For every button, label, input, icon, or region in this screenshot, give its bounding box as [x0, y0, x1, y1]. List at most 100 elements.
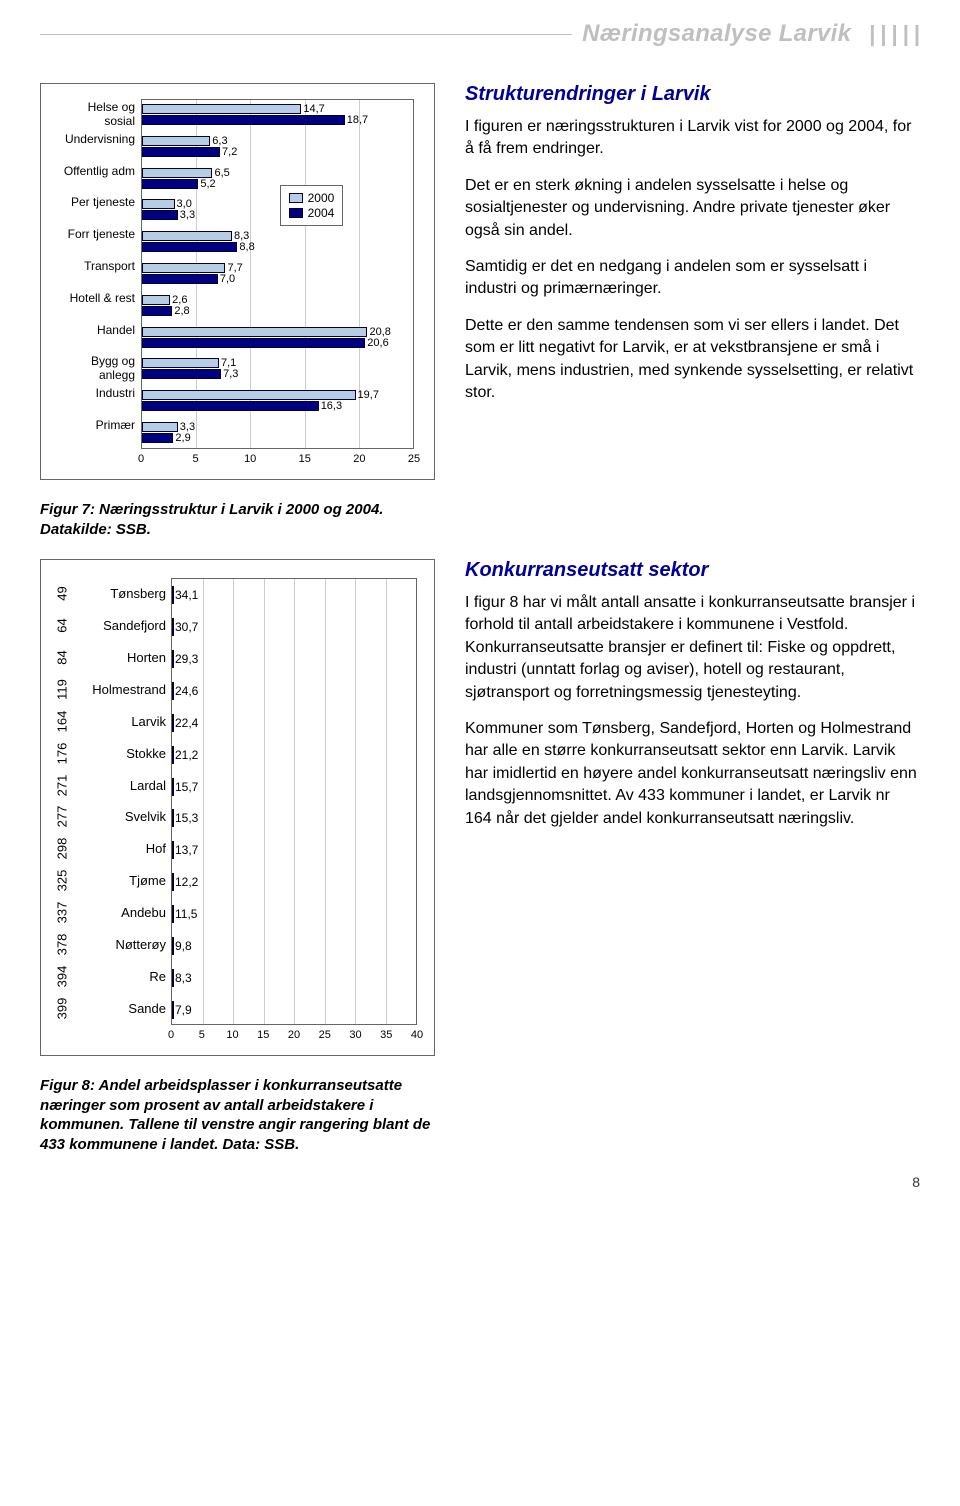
chart2-value-label: 12,2: [172, 873, 198, 891]
chart1-value-label: 3,3: [178, 210, 195, 220]
chart1-value-label: 20,6: [365, 338, 388, 348]
chart1-value-label: 7,2: [220, 147, 237, 157]
chart1-value-label: 7,1: [219, 358, 236, 368]
chart2-rank: 64: [55, 611, 70, 639]
chart2-value-label: 15,7: [172, 778, 198, 796]
chart2-value-label: 15,3: [172, 809, 198, 827]
chart2-category-label: Stokke: [81, 746, 166, 761]
chart2-value-label: 29,3: [172, 650, 198, 668]
chart2-category-label: Sande: [81, 1001, 166, 1016]
chart1-bar-2004: [142, 179, 198, 189]
chart1-bar-2000: [142, 104, 301, 114]
chart1-value-label: 7,3: [221, 369, 238, 379]
chart2-value-label: 7,9: [172, 1001, 192, 1019]
chart1-bar-2004: [142, 369, 221, 379]
chart1-category-label: Per tjeneste: [46, 196, 138, 210]
chart2-category-label: Svelvik: [81, 809, 166, 824]
chart2-category-label: Tønsberg: [81, 586, 166, 601]
chart1-bar-2000: [142, 231, 232, 241]
chart1-bar-2000: [142, 168, 212, 178]
section2-heading: Konkurranseutsatt sektor: [465, 559, 920, 582]
legend-label: 2000: [308, 191, 335, 205]
body-paragraph: I figuren er næringsstrukturen i Larvik …: [465, 116, 920, 161]
chart2-container: 34,130,729,324,622,421,215,715,313,712,2…: [40, 559, 435, 1056]
chart1-category-label: Handel: [46, 324, 138, 338]
chart1-category-label: Industri: [46, 387, 138, 401]
chart1-bar-2000: [142, 390, 356, 400]
page-header: Næringsanalyse Larvik |||||: [40, 20, 920, 48]
chart2-value-label: 22,4: [172, 714, 198, 732]
chart1-category-label: Helse ogsosial: [46, 101, 138, 129]
chart2-rank: 298: [55, 835, 70, 863]
chart1-bar-2000: [142, 422, 178, 432]
section2-text: Konkurranseutsatt sektor I figur 8 har v…: [465, 559, 920, 1056]
chart1-category-label: Hotell & rest: [46, 292, 138, 306]
grouped-bar-chart: 14,718,76,37,26,55,23,03,38,38,87,77,02,…: [46, 94, 429, 474]
chart2-category-label: Re: [81, 969, 166, 984]
chart1-value-label: 6,3: [210, 136, 227, 146]
chart1-category-label: Offentlig adm: [46, 165, 138, 179]
chart2-rank: 176: [55, 739, 70, 767]
chart1-category-label: Bygg oganlegg: [46, 355, 138, 383]
chart2-category-label: Larvik: [81, 714, 166, 729]
body-paragraph: Samtidig er det en nedgang i andelen som…: [465, 256, 920, 301]
chart1-legend: 20002004: [280, 185, 344, 226]
page-header-title: Næringsanalyse Larvik: [572, 20, 861, 48]
chart1-value-label: 16,3: [319, 401, 342, 411]
body-paragraph: I figur 8 har vi målt antall ansatte i k…: [465, 592, 920, 704]
chart2-rank: 49: [55, 579, 70, 607]
chart1-bar-2000: [142, 263, 225, 273]
chart1-bar-2000: [142, 327, 367, 337]
chart1-value-label: 2,9: [173, 433, 190, 443]
chart2-rank: 271: [55, 771, 70, 799]
chart1-value-label: 18,7: [345, 115, 368, 125]
chart2-category-label: Andebu: [81, 905, 166, 920]
page-number: 8: [40, 1174, 920, 1190]
chart2-category-label: Hof: [81, 841, 166, 856]
chart2-category-label: Tjøme: [81, 873, 166, 888]
chart1-bar-2004: [142, 210, 178, 220]
horizontal-bar-chart: 34,130,729,324,622,421,215,715,313,712,2…: [46, 570, 429, 1050]
chart2-rank: 119: [55, 675, 70, 703]
chart2-rank: 325: [55, 867, 70, 895]
chart1-category-label: Transport: [46, 260, 138, 274]
chart1-bar-2000: [142, 358, 219, 368]
chart2-category-label: Sandefjord: [81, 618, 166, 633]
chart1-value-label: 3,0: [175, 199, 192, 209]
chart1-value-label: 8,3: [232, 231, 249, 241]
chart1-value-label: 8,8: [237, 242, 254, 252]
chart1-value-label: 14,7: [301, 104, 324, 114]
chart1-value-label: 3,3: [178, 422, 195, 432]
chart2-rank: 394: [55, 963, 70, 991]
chart1-value-label: 7,7: [225, 263, 242, 273]
chart2-category-label: Holmestrand: [81, 682, 166, 697]
chart1-bar-2004: [142, 401, 319, 411]
chart2-category-label: Nøtterøy: [81, 937, 166, 952]
section1-text: Strukturendringer i Larvik I figuren er …: [465, 83, 920, 480]
chart1-value-label: 5,2: [198, 179, 215, 189]
chart1-bar-2000: [142, 295, 170, 305]
chart1-bar-2004: [142, 242, 237, 252]
chart1-bar-2004: [142, 338, 365, 348]
chart2-rank: 164: [55, 707, 70, 735]
legend-label: 2004: [308, 206, 335, 220]
chart1-value-label: 19,7: [356, 390, 379, 400]
chart1-bar-2000: [142, 199, 175, 209]
chart1-bar-2004: [142, 274, 218, 284]
chart1-bar-2004: [142, 433, 173, 443]
chart1-container: 14,718,76,37,26,55,23,03,38,38,87,77,02,…: [40, 83, 435, 480]
chart2-rank: 337: [55, 899, 70, 927]
chart2-category-label: Horten: [81, 650, 166, 665]
body-paragraph: Kommuner som Tønsberg, Sandefjord, Horte…: [465, 718, 920, 830]
chart2-value-label: 8,3: [172, 969, 192, 987]
chart2-value-label: 34,1: [172, 586, 198, 604]
chart2-rank: 399: [55, 995, 70, 1023]
chart1-value-label: 6,5: [212, 168, 229, 178]
chart1-bar-2000: [142, 136, 210, 146]
chart2-rank: 277: [55, 803, 70, 831]
body-paragraph: Dette er den samme tendensen som vi ser …: [465, 315, 920, 405]
chart1-bar-2004: [142, 306, 172, 316]
chart1-value-label: 2,6: [170, 295, 187, 305]
chart2-value-label: 9,8: [172, 937, 192, 955]
chart2-value-label: 24,6: [172, 682, 198, 700]
